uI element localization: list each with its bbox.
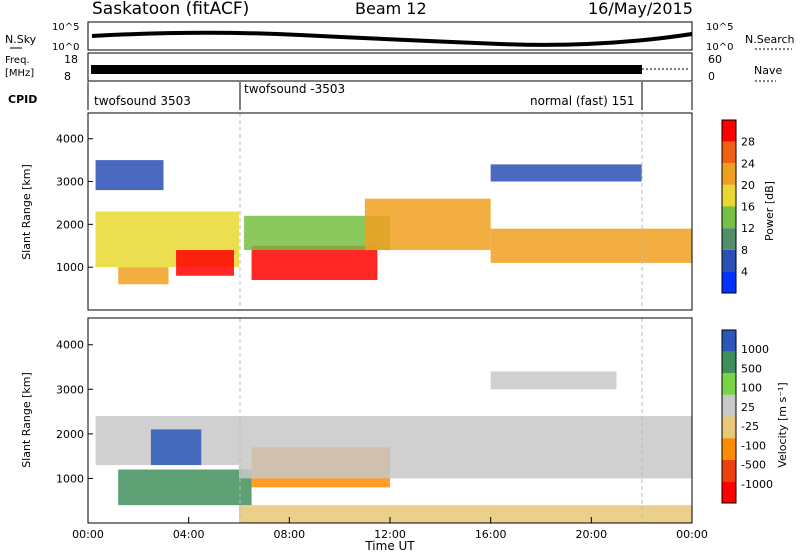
- velocity-panel-region-5: [239, 505, 692, 523]
- nsky-label: N.Sky: [5, 33, 37, 46]
- velocity-ylabel: Slant Range [km]: [20, 372, 33, 468]
- freq-tick-bottom: 8: [64, 70, 71, 83]
- power-colorbar-cell-1: [722, 249, 736, 272]
- power-panel-region-3: [251, 245, 378, 281]
- freq-tick-top: 18: [64, 53, 78, 66]
- nsearch-tick-bottom: 10^0: [706, 42, 733, 53]
- power-panel-region-8: [490, 164, 642, 182]
- nsearch-tick-top: 10^5: [706, 22, 733, 33]
- velocity-colorbar-tick-0: 1000: [741, 343, 769, 356]
- cpid-segment-1: twofsound 3503: [94, 94, 191, 108]
- power-panel: Slant Range [km] 1000 2000 3000 4000: [20, 112, 693, 311]
- velocity-colorbar-cell-1: [722, 459, 736, 482]
- velocity-panel-ytick-3: 4000: [56, 339, 84, 352]
- nave-tick-bottom: 0: [708, 70, 715, 83]
- x-tick-1: 04:00: [173, 528, 205, 541]
- nsky-tick-top: 10^5: [52, 22, 79, 33]
- cpid-row: CPID twofsound 3503 twofsound -3503 norm…: [8, 82, 693, 110]
- velocity-colorbar-cell-3: [722, 416, 736, 439]
- velocity-colorbar-cell-2: [722, 438, 736, 460]
- freq-label-1: Freq.: [5, 55, 30, 66]
- velocity-panel-ytick-2: 3000: [56, 383, 84, 396]
- velocity-panel-region-2: [150, 429, 202, 466]
- velocity-panel-ytick-0: 1000: [56, 472, 84, 485]
- nsearch-label: N.Search: [745, 33, 795, 46]
- freq-bar: [91, 65, 642, 74]
- velocity-colorbar-tick-3: 25: [741, 401, 755, 414]
- x-tick-6: 00:00: [676, 528, 708, 541]
- power-colorbar-tick-1: 24: [741, 157, 755, 170]
- velocity-colorbar-label: Velocity [m s⁻¹]: [776, 382, 789, 467]
- velocity-colorbar-cell-0: [722, 481, 736, 503]
- power-colorbar-tick-4: 12: [741, 222, 755, 235]
- velocity-panel-ytick-1: 2000: [56, 428, 84, 441]
- power-colorbar-cell-5: [722, 163, 736, 185]
- nave-label: Nave: [754, 64, 782, 77]
- beam-title: Beam 12: [355, 0, 427, 18]
- date-title: 16/May/2015: [588, 0, 693, 18]
- cpid-segment-3: normal (fast) 151: [530, 94, 634, 108]
- power-colorbar-cell-2: [722, 228, 736, 250]
- nsky-trace: [91, 30, 693, 47]
- velocity-colorbar: 1000 500 100 25 -25 -100 -500 -1000 Velocity [m…: [721, 329, 789, 504]
- velocity-colorbar-tick-7: -1000: [741, 478, 773, 491]
- power-yticks: 1000 2000 3000 4000: [56, 133, 93, 274]
- velocity-colorbar-cell-7: [722, 330, 736, 352]
- power-colorbar-label: Power [dB]: [763, 181, 776, 241]
- x-tick-3: 12:00: [374, 528, 406, 541]
- velocity-panel-region-6: [490, 371, 617, 390]
- x-tick-0: 00:00: [72, 528, 104, 541]
- nsky-tick-bottom: 10^0: [52, 42, 79, 53]
- power-colorbar-tick-2: 20: [741, 179, 755, 192]
- nave-tick-top: 60: [708, 53, 722, 66]
- cpid-segment-2: twofsound -3503: [244, 82, 345, 96]
- power-panel-region-5: [364, 198, 491, 251]
- velocity-colorbar-tick-1: 500: [741, 362, 762, 375]
- power-ylabel: Slant Range [km]: [20, 164, 33, 260]
- x-axis-label: Time UT: [364, 539, 415, 553]
- velocity-colorbar-cell-4: [722, 394, 736, 417]
- power-panel-region-7: [95, 160, 164, 191]
- power-panel-ytick-1: 2000: [56, 218, 84, 231]
- power-regions: [95, 160, 692, 285]
- power-colorbar-tick-0: 28: [741, 136, 755, 149]
- velocity-colorbar-tick-2: 100: [741, 382, 762, 395]
- velocity-panel-region-1: [118, 469, 252, 506]
- velocity-colorbar-tick-5: -100: [741, 439, 766, 452]
- power-colorbar-cell-7: [722, 120, 736, 142]
- power-colorbar-tick-6: 4: [741, 265, 748, 278]
- x-tick-5: 20:00: [575, 528, 607, 541]
- x-tick-2: 08:00: [273, 528, 305, 541]
- velocity-colorbar-cell-6: [722, 351, 736, 374]
- x-tick-4: 16:00: [475, 528, 507, 541]
- velocity-regions: [95, 371, 692, 523]
- velocity-xticks: 00:00 04:00 08:00 12:00 16:00 20:00 00:00: [72, 517, 708, 541]
- power-colorbar-tick-5: 8: [741, 244, 748, 257]
- velocity-yticks: 1000 2000 3000 4000: [56, 339, 93, 485]
- power-colorbar-cell-0: [722, 271, 736, 293]
- velocity-colorbar-tick-4: -25: [741, 420, 759, 433]
- power-panel-region-6: [490, 228, 692, 263]
- site-title: Saskatoon (fitACF): [92, 0, 249, 19]
- power-panel-region-2: [176, 250, 234, 276]
- freq-label-2: [MHz]: [5, 68, 34, 79]
- power-colorbar-cell-4: [722, 184, 736, 207]
- power-colorbar-cell-3: [722, 206, 736, 229]
- velocity-panel-region-4: [239, 416, 692, 479]
- velocity-colorbar-cell-5: [722, 373, 736, 395]
- power-colorbar-cell-6: [722, 141, 736, 164]
- power-colorbar: 28 24 20 16 12 8 4 Power [dB]: [721, 119, 776, 294]
- velocity-colorbar-tick-6: -500: [741, 459, 766, 472]
- nsky-panel: N.Sky 10^5 10^0 10^5 10^0 N.Search: [5, 21, 795, 53]
- power-colorbar-tick-3: 16: [741, 201, 755, 214]
- power-panel-ytick-3: 4000: [56, 133, 84, 146]
- freq-panel: Freq. [MHz] 18 8 60 0 Nave: [5, 52, 782, 83]
- power-panel-region-1: [118, 267, 169, 285]
- power-panel-ytick-2: 3000: [56, 176, 84, 189]
- power-panel-ytick-0: 1000: [56, 261, 84, 274]
- cpid-label: CPID: [8, 93, 37, 106]
